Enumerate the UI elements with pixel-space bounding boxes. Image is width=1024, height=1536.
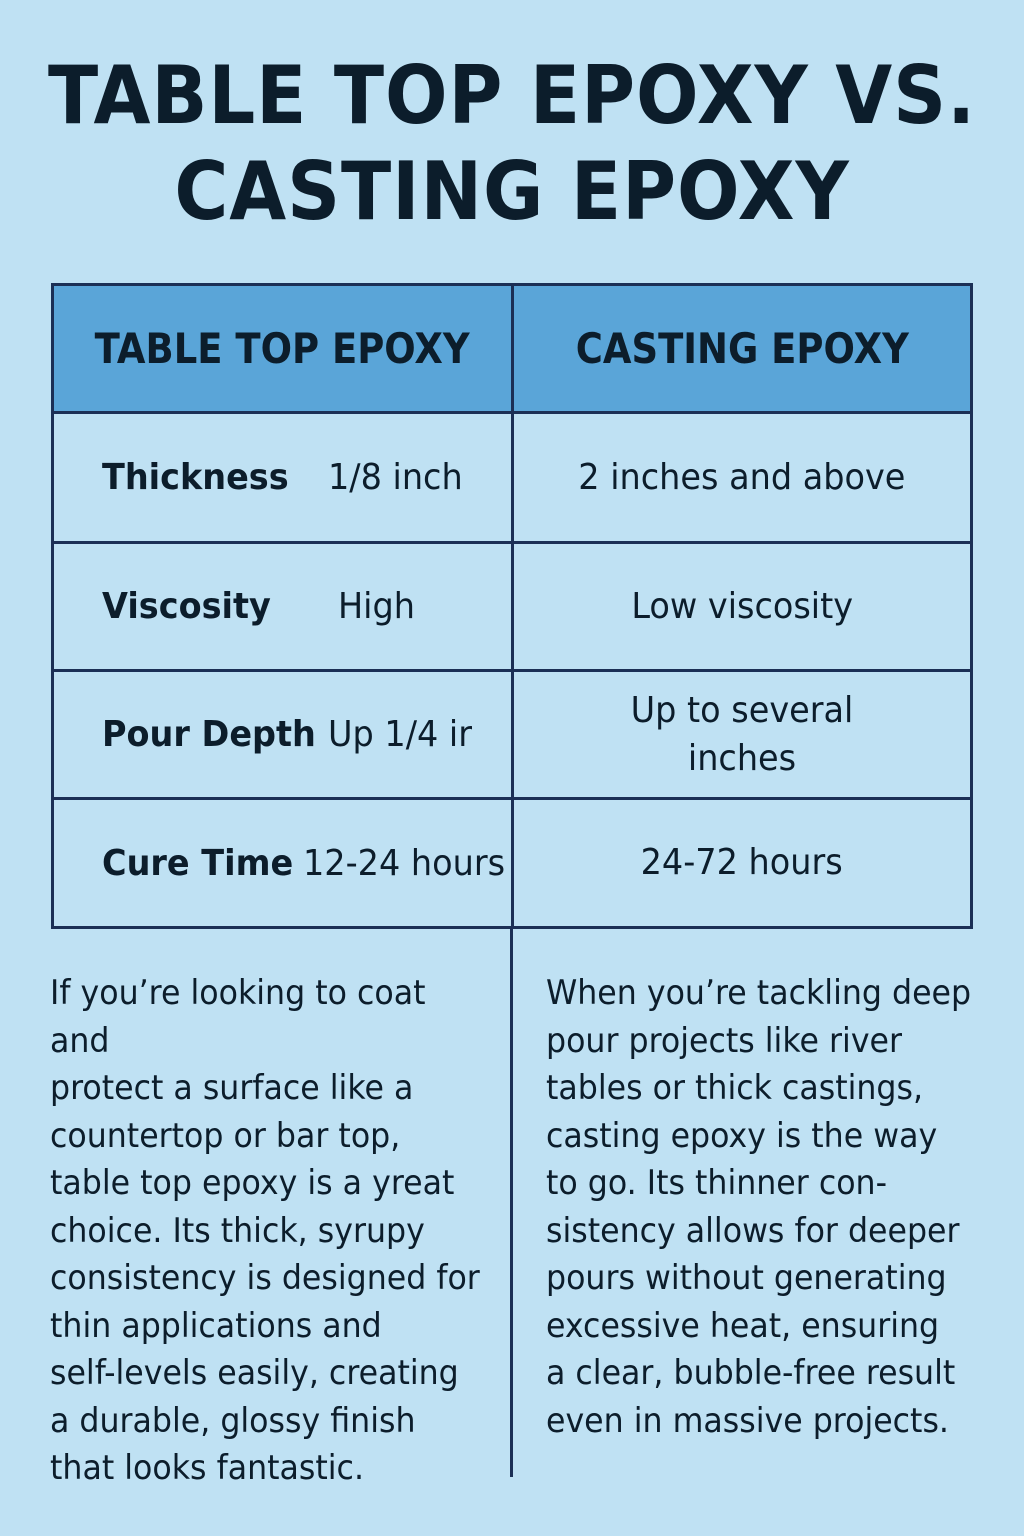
column-divider	[510, 929, 513, 1477]
row-table-top-value: High	[338, 586, 415, 627]
header-table-top-epoxy: TABLE TOP EPOXY	[94, 324, 471, 373]
row-label: Thickness	[102, 457, 289, 498]
table-row-viscosity: Viscosity High Low viscosity	[54, 544, 970, 672]
title-line-2: CASTING EPOXY	[174, 145, 850, 238]
row-left-cell: Thickness 1/8 inch	[54, 414, 514, 541]
row-left-cell: Pour Depth Up 1/4 ir	[54, 672, 514, 797]
page-title: TABLE TOP EPOXY VS. CASTING EPOXY	[41, 48, 983, 240]
row-right-cell: 2 inches and above	[514, 414, 970, 541]
row-table-top-value: 1/8 inch	[328, 457, 463, 498]
casting-description: When you’re tackling deep pour projects …	[546, 973, 972, 1441]
header-casting-epoxy: CASTING EPOXY	[575, 324, 909, 373]
row-label: Cure Time	[102, 842, 294, 884]
title-line-1: TABLE TOP EPOXY VS.	[48, 49, 976, 142]
table-row-cure-time: Cure Time 12-24 hours 24-72 hours	[54, 800, 970, 926]
table-top-description: If you’re looking to coat and protect a …	[50, 973, 480, 1488]
row-casting-value: 2 inches and above	[578, 456, 906, 498]
table-row-pour-depth: Pour Depth Up 1/4 ir Up to several inche…	[54, 672, 970, 800]
row-table-top-value: Up 1/4 ir	[328, 714, 472, 755]
row-left-cell: Viscosity High	[54, 544, 514, 669]
row-right-cell: Up to several inches	[514, 672, 970, 797]
row-left-cell: Cure Time 12-24 hours	[54, 800, 514, 926]
row-casting-value: Up to several inches	[630, 689, 854, 779]
header-cell-table-top: TABLE TOP EPOXY	[54, 286, 514, 411]
row-right-cell: Low viscosity	[514, 544, 970, 669]
row-table-top-value: 12-24 hours	[303, 842, 506, 884]
table-row-thickness: Thickness 1/8 inch 2 inches and above	[54, 414, 970, 544]
row-casting-value: 24-72 hours	[640, 842, 844, 883]
row-label: Pour Depth	[102, 714, 316, 755]
row-casting-value: Low viscosity	[631, 585, 853, 627]
header-cell-casting: CASTING EPOXY	[514, 286, 970, 411]
row-label: Viscosity	[102, 586, 271, 627]
table-header-row: TABLE TOP EPOXY CASTING EPOXY	[54, 286, 970, 414]
comparison-table: TABLE TOP EPOXY CASTING EPOXY Thickness …	[51, 283, 973, 929]
row-right-cell: 24-72 hours	[514, 800, 970, 926]
